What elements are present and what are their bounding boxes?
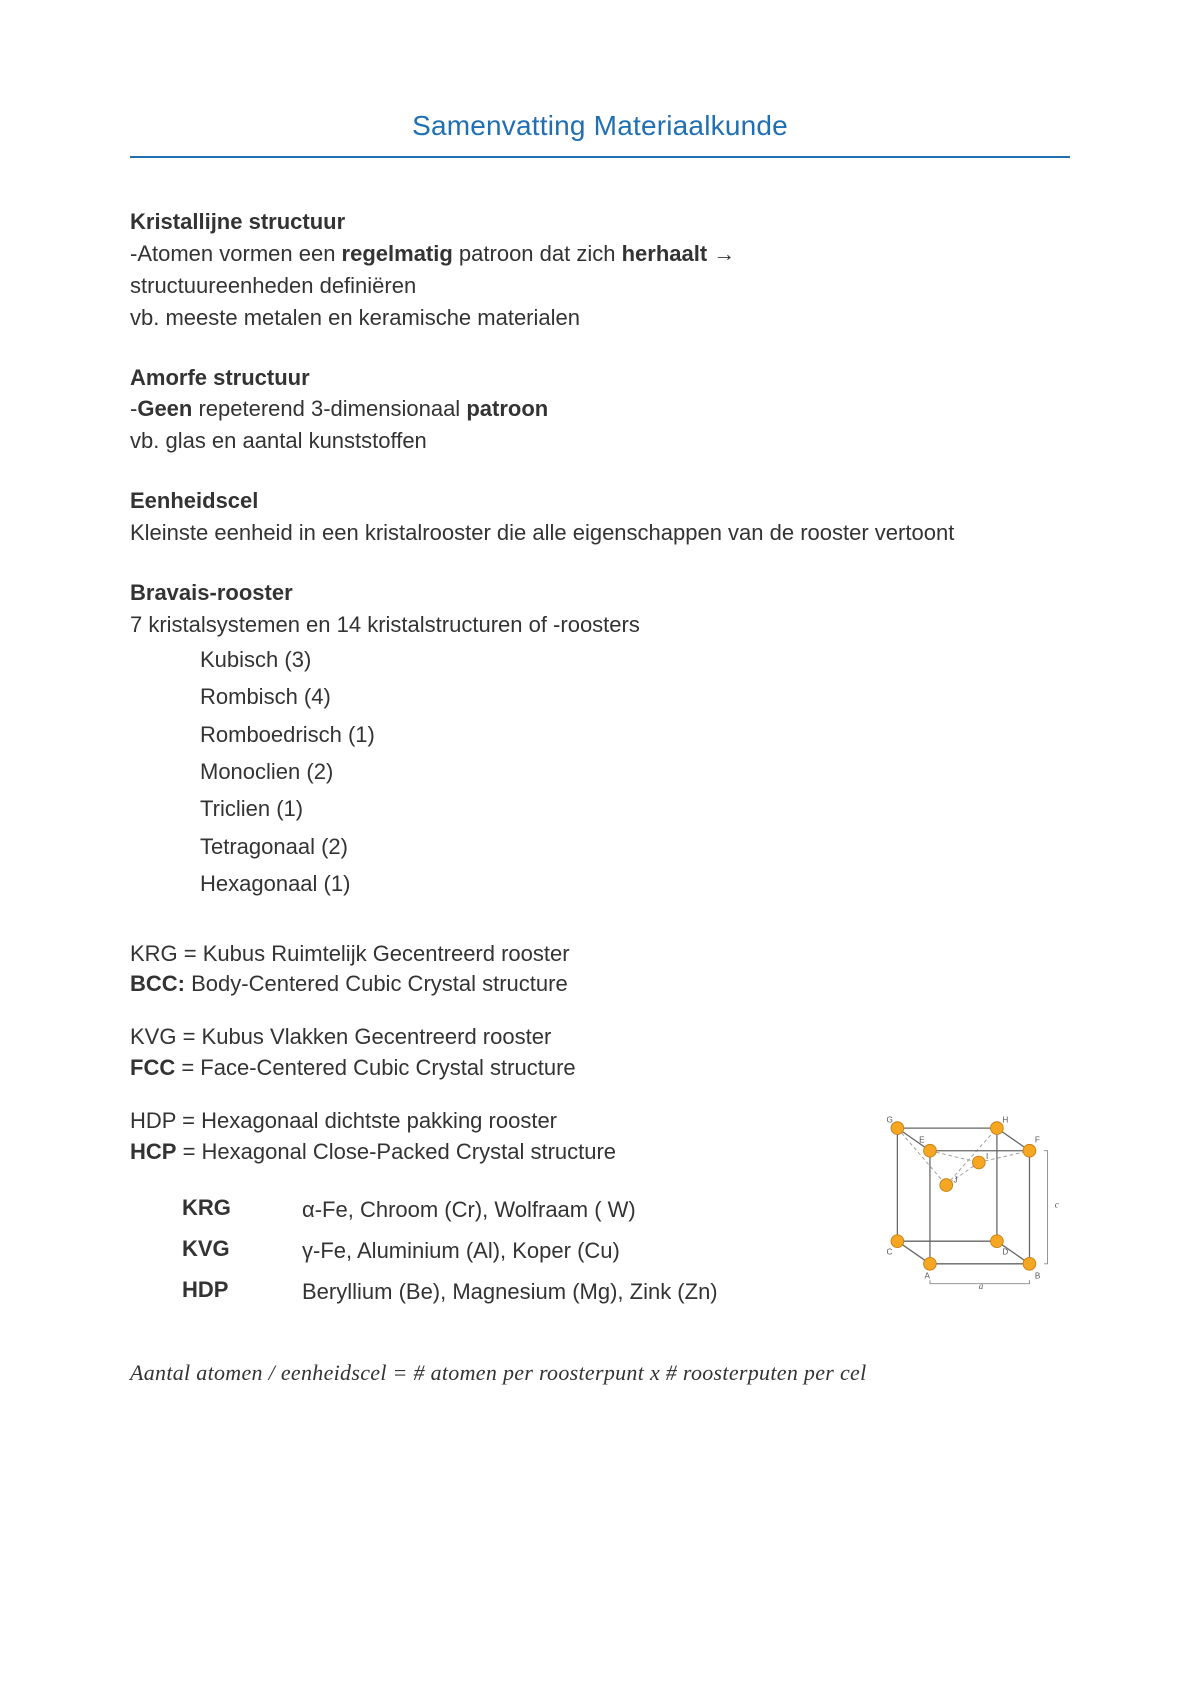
example-val: Beryllium (Be), Magnesium (Mg), Zink (Zn… <box>302 1277 718 1308</box>
example-key: HDP <box>182 1277 302 1303</box>
text: patroon dat zich <box>453 241 622 266</box>
text: -Atomen vormen een <box>130 241 342 266</box>
text-bold: HCP <box>130 1139 176 1164</box>
section-kristallijne: Kristallijne structuur -Atomen vormen ee… <box>130 206 1070 334</box>
svg-text:a: a <box>979 1281 984 1291</box>
list-item: Triclien (1) <box>200 790 1070 827</box>
acronym-kvg: KVG = Kubus Vlakken Gecentreerd rooster … <box>130 1022 1070 1084</box>
svg-text:J: J <box>953 1175 957 1184</box>
heading-bravais: Bravais-rooster <box>130 577 1070 609</box>
acronym-krg: KRG = Kubus Ruimtelijk Gecentreerd roost… <box>130 939 1070 1001</box>
text: Kleinste eenheid in een kristalrooster d… <box>130 520 954 545</box>
svg-text:H: H <box>1002 1116 1008 1125</box>
document-page: Samenvatting Materiaalkunde Kristallijne… <box>0 0 1200 1697</box>
page-title: Samenvatting Materiaalkunde <box>130 110 1070 158</box>
svg-text:C: C <box>887 1248 893 1257</box>
example-key: KRG <box>182 1195 302 1221</box>
acronym-sub: FCC = Face-Centered Cubic Crystal struct… <box>130 1053 1070 1084</box>
list-item: Kubisch (3) <box>200 641 1070 678</box>
list-item: Tetragonaal (2) <box>200 828 1070 865</box>
list-item: Rombisch (4) <box>200 678 1070 715</box>
svg-text:F: F <box>1035 1136 1040 1145</box>
acronym-sub: BCC: Body-Centered Cubic Crystal structu… <box>130 969 1070 1000</box>
heading-kristallijne: Kristallijne structuur <box>130 206 1070 238</box>
arrow-icon: → <box>707 241 735 266</box>
section-amorfe: Amorfe structuur -Geen repeterend 3-dime… <box>130 362 1070 458</box>
bravais-list: Kubisch (3) Rombisch (4) Romboedrisch (1… <box>200 641 1070 903</box>
text-bold: Geen <box>137 396 192 421</box>
section-eenheidscel: Eenheidscel Kleinste eenheid in een kris… <box>130 485 1070 549</box>
list-item: Monoclien (2) <box>200 753 1070 790</box>
text: structuureenheden definiëren <box>130 273 416 298</box>
text: vb. glas en aantal kunststoffen <box>130 428 427 453</box>
formula-text: Aantal atomen / eenheidscel = # atomen p… <box>130 1360 1070 1386</box>
example-val: α-Fe, Chroom (Cr), Wolfraam ( W) <box>302 1195 636 1226</box>
text: = Hexagonal Close-Packed Crystal structu… <box>176 1139 616 1164</box>
svg-text:E: E <box>919 1136 925 1145</box>
list-item: Romboedrisch (1) <box>200 716 1070 753</box>
svg-text:A: A <box>925 1271 931 1280</box>
text-bold: FCC <box>130 1055 175 1080</box>
heading-eenheidscel: Eenheidscel <box>130 485 1070 517</box>
text: Body-Centered Cubic Crystal structure <box>185 971 568 996</box>
acronym-title: KRG = Kubus Ruimtelijk Gecentreerd roost… <box>130 939 1070 970</box>
svg-text:c: c <box>1055 1200 1059 1210</box>
text: 7 kristalsystemen en 14 kristalstructure… <box>130 612 640 637</box>
svg-text:I: I <box>986 1152 988 1161</box>
text-bold: herhaalt <box>622 241 708 266</box>
example-val: γ-Fe, Aluminium (Al), Koper (Cu) <box>302 1236 620 1267</box>
crystal-diagram: A B C D E F G H I Ja c <box>860 1110 1075 1300</box>
section-bravais: Bravais-rooster 7 kristalsystemen en 14 … <box>130 577 1070 903</box>
text-bold: regelmatig <box>342 241 453 266</box>
text: = Face-Centered Cubic Crystal structure <box>175 1055 575 1080</box>
svg-text:D: D <box>1002 1248 1008 1257</box>
svg-text:G: G <box>887 1116 893 1125</box>
text: vb. meeste metalen en keramische materia… <box>130 305 580 330</box>
acronym-title: KVG = Kubus Vlakken Gecentreerd rooster <box>130 1022 1070 1053</box>
example-key: KVG <box>182 1236 302 1262</box>
list-item: Hexagonaal (1) <box>200 865 1070 902</box>
svg-text:B: B <box>1035 1271 1040 1280</box>
text-bold: patroon <box>466 396 548 421</box>
text-bold: BCC: <box>130 971 185 996</box>
heading-amorfe: Amorfe structuur <box>130 362 1070 394</box>
text: repeterend 3-dimensionaal <box>192 396 466 421</box>
